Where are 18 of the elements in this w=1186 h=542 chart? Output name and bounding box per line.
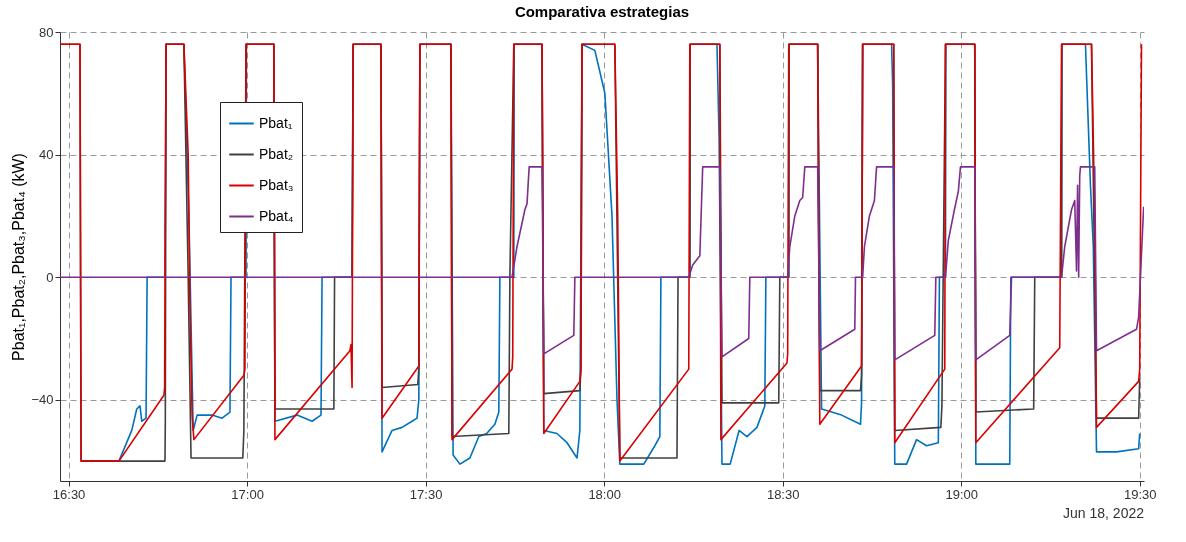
y-tick-label: 0 [46, 269, 54, 285]
legend-label: Pbat₄ [259, 207, 294, 224]
x-tick-label: 18:00 [588, 486, 621, 502]
x-tick-label: 18:30 [766, 486, 800, 502]
legend-label: Pbat₁ [259, 114, 293, 131]
chart-title: Comparativa estrategias [514, 3, 690, 20]
text: Jun 18, 2022 [1063, 505, 1145, 521]
legend-label: Pbat₂ [259, 145, 294, 162]
x-tick-label: 16:30 [52, 486, 86, 502]
y-tick-label: 40 [39, 147, 54, 163]
x-tick-label: 19:30 [1123, 486, 1157, 502]
x-tick-label: 17:00 [231, 486, 264, 502]
x-tick-label: 19:00 [945, 486, 978, 502]
y-axis-title: Pbat₁,Pbat₂,Pbat₃,Pbat₄ (kW) [10, 153, 28, 361]
y-tick-label: −40 [31, 392, 54, 408]
legend-label: Pbat₃ [259, 176, 294, 193]
x-tick-label: 17:30 [409, 486, 443, 502]
y-tick-label: 80 [39, 24, 54, 40]
